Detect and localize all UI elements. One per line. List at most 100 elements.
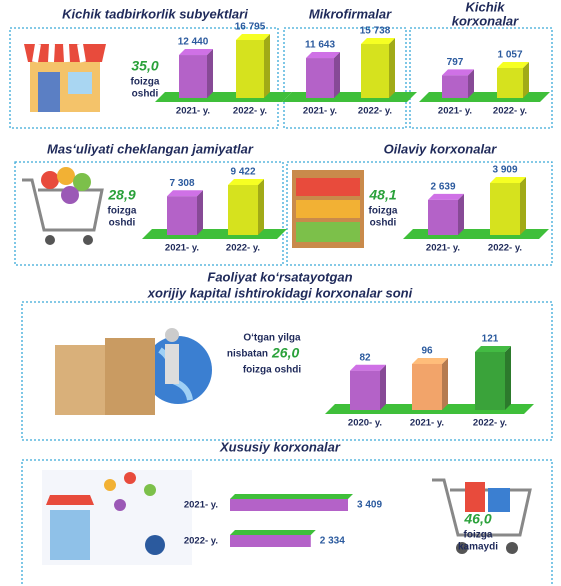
- x-tick-label: 2022- y.: [493, 106, 527, 117]
- bar: [361, 44, 389, 98]
- x-tick-label: 2022- y.: [473, 418, 507, 429]
- value-label: 96: [421, 346, 433, 357]
- bar-side: [520, 177, 526, 235]
- bar-top: [228, 179, 264, 185]
- note-text: nisbatan: [227, 349, 268, 360]
- floor: [142, 229, 287, 239]
- note-text: foizga: [369, 206, 398, 217]
- bar: [475, 352, 505, 410]
- note-text: foizga: [108, 206, 137, 217]
- value-label: 12 440: [178, 37, 209, 48]
- floor: [282, 92, 417, 102]
- bar: [230, 535, 311, 547]
- bar-top: [179, 49, 213, 56]
- bar-top: [230, 530, 316, 535]
- x-tick-label: 2021- y.: [303, 106, 337, 117]
- value-label: 3 409: [357, 500, 382, 511]
- cart-icon: [432, 478, 532, 554]
- y-tick-label: 2021- y.: [184, 500, 218, 511]
- note-text: oshdi: [370, 218, 397, 229]
- bar: [428, 199, 458, 235]
- bar-side: [468, 69, 474, 98]
- panels: [9, 27, 553, 586]
- shop-icon: [42, 470, 192, 565]
- value-label: 9 422: [230, 167, 255, 178]
- panel: [9, 27, 279, 129]
- bar-side: [207, 49, 213, 98]
- value-label: 797: [447, 57, 464, 68]
- note-text: kamaydi: [458, 542, 498, 553]
- value-label: 11 643: [305, 40, 335, 51]
- panel: [409, 27, 553, 129]
- bar-top: [412, 357, 448, 364]
- x-tick-label: 2022- y.: [233, 106, 267, 117]
- bar: [236, 40, 264, 98]
- bar-top: [428, 193, 464, 200]
- chart-title: Kichik: [465, 0, 505, 14]
- panel: [14, 161, 284, 266]
- value-label: 1 057: [497, 50, 522, 61]
- chart-title: Mikrofirmalar: [309, 6, 392, 21]
- panel: [283, 27, 407, 129]
- bar-top: [306, 52, 340, 59]
- bar-top: [361, 38, 395, 44]
- note-value: 48,1: [368, 187, 396, 203]
- bar-top: [442, 69, 474, 76]
- bar: [167, 196, 197, 235]
- x-tick-label: 2021- y.: [176, 106, 210, 117]
- bar-side: [380, 364, 386, 410]
- value-label: 16 795: [235, 22, 266, 33]
- charts: Kichik tadbirkorlik subyektlari 12 440 202…: [47, 0, 550, 553]
- bar-top: [350, 364, 386, 371]
- bar-side: [523, 62, 529, 98]
- bar: [412, 363, 442, 410]
- bar-top: [497, 62, 529, 68]
- note-text: O‘tgan yilga: [243, 333, 301, 344]
- bar: [442, 75, 468, 98]
- value-label: 15 738: [360, 26, 391, 37]
- x-tick-label: 2021- y.: [165, 243, 199, 254]
- bar-side: [258, 179, 264, 235]
- chart-title: Faoliyat ko‘rsatayotgan: [207, 269, 352, 284]
- floor: [155, 92, 292, 102]
- x-tick-label: 2020- y.: [348, 418, 382, 429]
- bar-top: [475, 346, 511, 352]
- note-text: foizga oshdi: [243, 365, 302, 376]
- note-value: 35,0: [131, 58, 158, 74]
- bar: [497, 68, 523, 98]
- value-label: 3 909: [492, 165, 517, 176]
- value-label: 7 308: [169, 178, 194, 189]
- note-value: 26,0: [271, 345, 299, 361]
- value-label: 2 639: [430, 182, 455, 193]
- bar-top: [490, 177, 526, 183]
- chart-title: Mas‘uliyati cheklangan jamiyatlar: [47, 141, 254, 156]
- floor: [419, 92, 550, 102]
- bar-top: [167, 190, 203, 197]
- chart-title: Oilaviy korxonalar: [384, 141, 498, 156]
- bar-side: [505, 346, 511, 410]
- panel: [21, 301, 553, 441]
- shelf-icon: [292, 170, 364, 248]
- bar-side: [442, 357, 448, 410]
- bar-side: [197, 190, 203, 235]
- bar-side: [389, 38, 395, 98]
- x-tick-label: 2021- y.: [410, 418, 444, 429]
- x-tick-label: 2022- y.: [226, 243, 260, 254]
- note-text: foizga: [131, 77, 160, 88]
- bar: [230, 499, 348, 511]
- bar-top: [236, 34, 270, 40]
- note-text: oshdi: [132, 89, 159, 100]
- panel: [286, 161, 553, 266]
- bar-side: [264, 34, 270, 98]
- x-tick-label: 2021- y.: [438, 106, 472, 117]
- note-text: foizga: [464, 530, 493, 541]
- bar: [490, 183, 520, 235]
- bar-side: [458, 193, 464, 235]
- floor: [403, 229, 549, 239]
- value-label: 121: [482, 334, 499, 345]
- cart-icon: [22, 167, 104, 245]
- note-text: oshdi: [109, 218, 136, 229]
- store-icon: [24, 43, 106, 112]
- chart-title: Xususiy korxonalar: [219, 439, 341, 454]
